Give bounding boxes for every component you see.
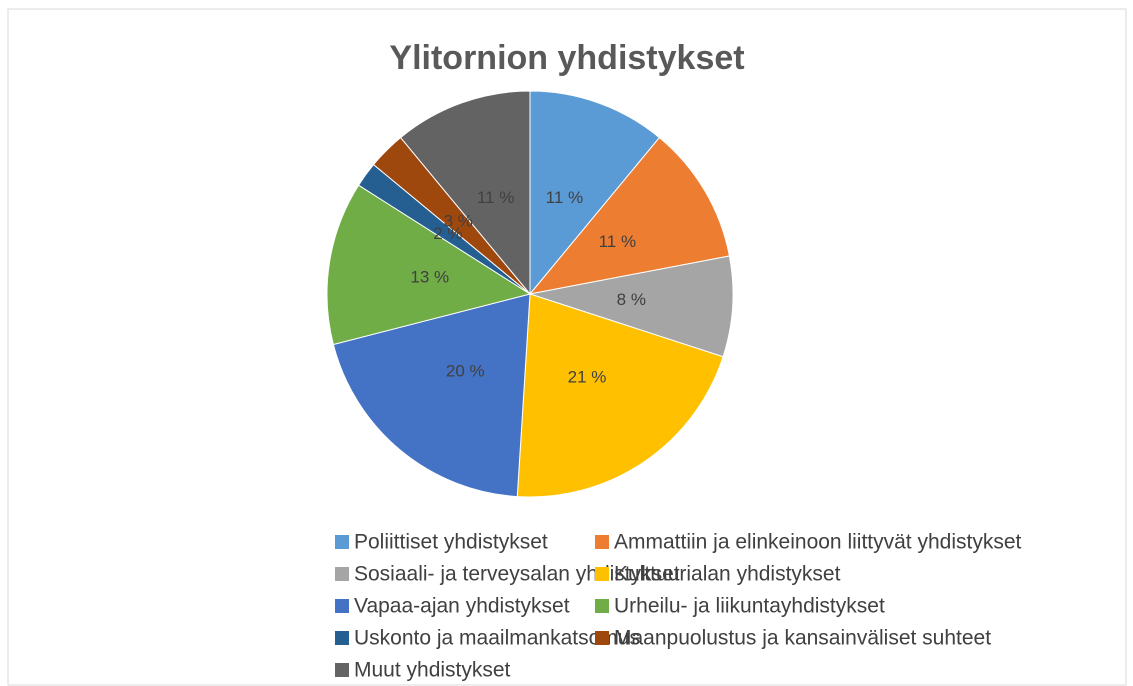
data-label: 11 % — [599, 232, 637, 251]
data-label: 21 % — [568, 367, 607, 386]
legend-swatch — [595, 535, 609, 549]
pie-slice — [332, 293, 531, 498]
legend-label: Maanpuolustus ja kansainväliset suhteet — [614, 627, 991, 650]
data-label: 8 % — [617, 290, 646, 309]
data-label: 2 % — [433, 224, 462, 243]
pie-slice — [529, 255, 734, 358]
data-label: 3 % — [444, 212, 473, 231]
legend-swatch — [595, 567, 609, 581]
legend-swatch — [335, 663, 349, 677]
pie-slice — [529, 90, 661, 296]
data-label: 11 % — [477, 188, 515, 207]
legend-label: Vapaa-ajan yhdistykset — [354, 595, 570, 618]
pie-slice — [528, 136, 730, 295]
legend-swatch — [335, 631, 349, 645]
legend-swatch — [335, 535, 349, 549]
legend-label: Uskonto ja maailmankatsomus — [354, 627, 640, 650]
legend-label: Ammattiin ja elinkeinoon liittyvät yhdis… — [614, 531, 1022, 554]
legend-swatch — [335, 567, 349, 581]
data-label: 13 % — [410, 268, 449, 287]
legend-label: Kulttuurialan yhdistykset — [614, 563, 841, 586]
data-label: 20 % — [446, 362, 485, 381]
legend-swatch — [595, 599, 609, 613]
legend-swatch — [595, 631, 609, 645]
legend-swatch — [335, 599, 349, 613]
chart-title: Ylitornion yhdistykset — [389, 39, 744, 77]
pie-slice — [516, 293, 724, 498]
pie-slice — [326, 184, 532, 346]
pie-slice — [399, 90, 531, 296]
legend-label: Muut yhdistykset — [354, 659, 511, 682]
legend-label: Urheilu- ja liikuntayhdistykset — [614, 595, 885, 618]
legend-label: Poliittiset yhdistykset — [354, 531, 548, 554]
data-label: 11 % — [546, 188, 584, 207]
